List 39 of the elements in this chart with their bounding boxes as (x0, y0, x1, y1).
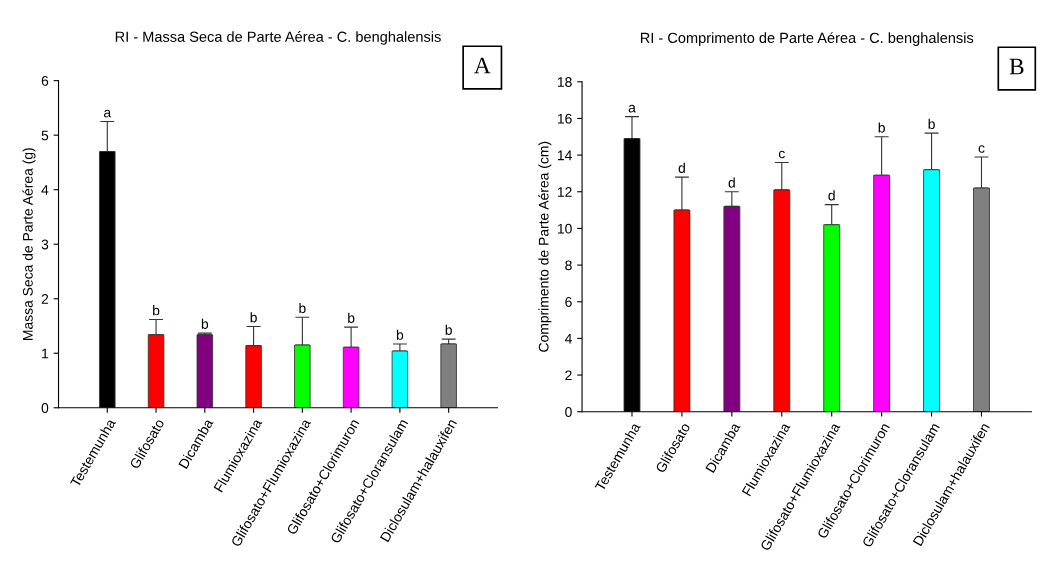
y-tick-label: 3 (41, 239, 49, 250)
annotation: b (201, 318, 209, 329)
y-tick-label: 2 (565, 370, 572, 381)
chart-title: RI - Massa Seca de Parte Aérea - C. benghalensis (115, 31, 441, 45)
y-tick-label: 6 (565, 297, 572, 307)
y-tick-label: 0 (565, 407, 572, 417)
annotation: d (678, 162, 685, 173)
y-tick-label: 1 (42, 348, 49, 359)
y-tick-label: 2 (41, 294, 49, 304)
y-tick-label: 6 (41, 75, 49, 86)
annotation: b (250, 312, 257, 323)
y-axis-title: Massa Seca de Parte Aérea (g) (22, 148, 36, 340)
annotation: d (828, 190, 835, 201)
annotation: b (928, 118, 935, 129)
y-tick-label: 5 (41, 130, 49, 141)
text: B (1009, 58, 1024, 75)
y-tick-label: 18 (557, 77, 572, 87)
y-tick-label: 4 (564, 333, 572, 344)
y-tick-label: 10 (557, 223, 572, 234)
chart-title: RI - Comprimento de Parte Aérea - C. benghalensis (640, 32, 974, 46)
annotation: b (445, 324, 452, 335)
y-tick-label: 8 (565, 260, 572, 271)
annotation: b (878, 122, 885, 133)
annotation: b (153, 305, 160, 316)
y-tick-label: 12 (557, 187, 572, 197)
annotation: d (728, 177, 735, 188)
annotation: a (628, 104, 636, 113)
y-axis-title: Comprimento de Parte Aérea (cm) (538, 141, 552, 352)
annotation: b (348, 312, 355, 323)
y-tick-label: 0 (41, 403, 49, 413)
annotation: c (978, 145, 985, 153)
annotation: b (299, 302, 306, 314)
annotation: a (104, 109, 112, 118)
annotation: c (778, 150, 785, 159)
annotation: b (396, 329, 404, 340)
y-tick-label: 4 (41, 185, 49, 195)
text: A (474, 57, 491, 74)
y-tick-label: 16 (557, 113, 572, 124)
y-tick-label: 14 (557, 150, 572, 161)
